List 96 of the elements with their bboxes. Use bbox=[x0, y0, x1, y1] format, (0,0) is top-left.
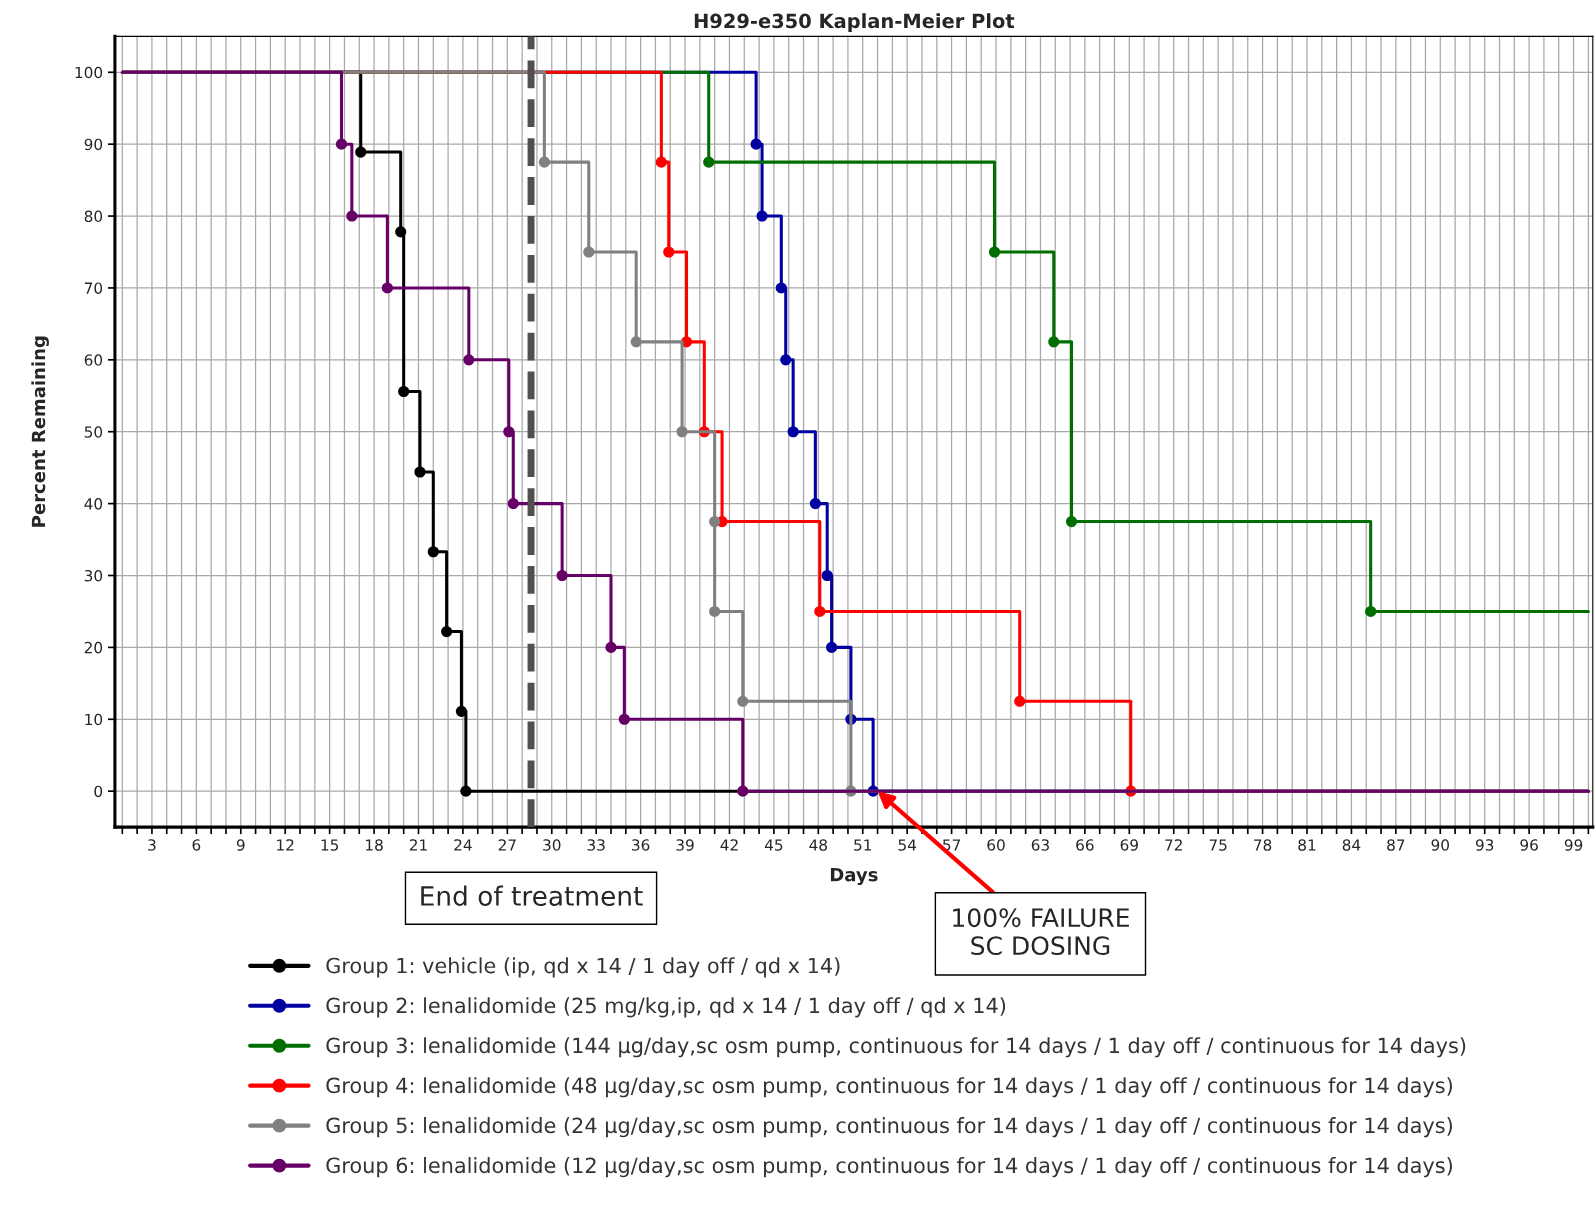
x-tick-label: 12 bbox=[277, 839, 294, 851]
point bbox=[463, 354, 475, 366]
x-tick-label: 60 bbox=[987, 839, 1005, 851]
point bbox=[346, 210, 358, 222]
x-tick-label: 42 bbox=[720, 839, 738, 851]
y-axis-title: Percent Remaining bbox=[31, 336, 49, 527]
point bbox=[556, 569, 568, 582]
chart-title: H929-e350 Kaplan-Meier Plot bbox=[694, 13, 1015, 33]
legend-label: Group 5: lenalidomide (24 µg/day,sc osm pump, continuous for 14 days / 1 day off / continuous for 14 days) bbox=[326, 1117, 1452, 1138]
x-tick-label: 69 bbox=[1120, 839, 1138, 851]
legend-label: Group 4: lenalidomide (48 µg/day,sc osm pump, continuous for 14 days / 1 day off / continuous for 14 days) bbox=[326, 1077, 1452, 1098]
x-tick-label: 63 bbox=[1031, 839, 1049, 851]
x-tick-label: 15 bbox=[321, 839, 339, 851]
point bbox=[709, 605, 721, 617]
x-tick-label: 54 bbox=[898, 839, 917, 851]
point bbox=[1365, 605, 1377, 617]
x-tick-label: 45 bbox=[764, 839, 783, 851]
point bbox=[775, 282, 787, 294]
point bbox=[507, 498, 519, 510]
point bbox=[414, 466, 426, 478]
y-tick-label: 90 bbox=[84, 138, 103, 151]
y-tick-label: 60 bbox=[84, 354, 103, 366]
x-tick-label: 9 bbox=[236, 839, 245, 851]
x-tick-label: 6 bbox=[192, 839, 201, 851]
legend-label: Group 2: lenalidomide (25 mg/kg,ip, qd x 14 / 1 day off / qd x 14) bbox=[326, 997, 1006, 1018]
x-tick-label: 33 bbox=[587, 839, 605, 851]
legend-label: Group 6: lenalidomide (12 µg/day,sc osm pump, continuous for 14 days / 1 day off / continuous for 14 days) bbox=[326, 1157, 1452, 1178]
ref-line-label: End of treatment bbox=[421, 885, 643, 906]
x-tick-label: 51 bbox=[854, 839, 872, 851]
legend-label: Group 1: vehicle (ip, qd x 14 / 1 day off / qd x 14) bbox=[326, 957, 840, 978]
y-tick-label: 20 bbox=[84, 641, 103, 654]
point bbox=[455, 705, 467, 717]
point bbox=[538, 156, 550, 168]
point bbox=[503, 426, 515, 438]
point bbox=[427, 546, 439, 558]
point bbox=[703, 156, 715, 168]
y-tick-label: 70 bbox=[84, 282, 103, 294]
point bbox=[605, 641, 617, 653]
point bbox=[630, 336, 642, 348]
y-tick-label: 80 bbox=[84, 210, 103, 223]
x-tick-label: 24 bbox=[454, 839, 472, 851]
point bbox=[709, 516, 721, 528]
y-tick-label: 30 bbox=[84, 569, 103, 582]
point bbox=[1048, 336, 1060, 348]
point bbox=[780, 354, 792, 366]
x-tick-label: 78 bbox=[1254, 839, 1272, 851]
y-tick-label: 100 bbox=[75, 66, 103, 79]
point bbox=[988, 246, 1001, 258]
x-tick-label: 87 bbox=[1387, 839, 1405, 851]
point bbox=[756, 210, 768, 222]
point bbox=[460, 785, 472, 797]
point bbox=[1014, 695, 1026, 707]
x-tick-label: 72 bbox=[1165, 839, 1182, 851]
point bbox=[676, 426, 688, 438]
point bbox=[618, 713, 630, 725]
point bbox=[655, 156, 667, 168]
x-axis-title: Days bbox=[830, 868, 878, 886]
x-tick-label: 75 bbox=[1209, 839, 1227, 851]
point bbox=[826, 641, 838, 653]
x-tick-label: 90 bbox=[1431, 839, 1449, 851]
x-tick-label: 39 bbox=[676, 839, 694, 851]
annotation: 100% FAILURE SC DOSING bbox=[953, 908, 1129, 956]
point bbox=[663, 246, 675, 258]
y-tick-label: 40 bbox=[84, 498, 103, 510]
point bbox=[398, 385, 410, 398]
x-tick-label: 66 bbox=[1076, 839, 1094, 851]
y-tick-label: 50 bbox=[84, 426, 103, 438]
point bbox=[821, 569, 833, 582]
x-tick-label: 30 bbox=[543, 839, 561, 851]
x-tick-label: 99 bbox=[1564, 839, 1583, 851]
x-tick-label: 48 bbox=[809, 839, 827, 851]
x-tick-label: 93 bbox=[1475, 839, 1494, 851]
x-tick-label: 18 bbox=[366, 839, 383, 851]
x-tick-label: 27 bbox=[498, 839, 516, 851]
point bbox=[750, 138, 762, 150]
x-tick-label: 36 bbox=[632, 839, 650, 851]
y-tick-label: 10 bbox=[85, 713, 103, 726]
x-tick-label: 96 bbox=[1520, 839, 1538, 851]
point bbox=[737, 695, 749, 707]
point bbox=[1065, 516, 1078, 528]
point bbox=[441, 626, 453, 638]
point bbox=[787, 426, 799, 438]
point bbox=[737, 785, 749, 797]
y-tick-label: 0 bbox=[94, 785, 103, 798]
point bbox=[814, 605, 826, 617]
x-tick-label: 3 bbox=[148, 839, 156, 851]
x-tick-label: 21 bbox=[409, 839, 427, 851]
x-tick-label: 84 bbox=[1342, 839, 1361, 851]
point bbox=[381, 282, 393, 294]
x-tick-label: 81 bbox=[1298, 839, 1316, 851]
point bbox=[583, 246, 595, 258]
point bbox=[809, 498, 821, 510]
point bbox=[335, 138, 348, 150]
legend-label: Group 3: lenalidomide (144 µg/day,sc osm pump, continuous for 14 days / 1 day off / continuous for 14 days) bbox=[326, 1037, 1466, 1058]
point bbox=[395, 226, 407, 238]
point bbox=[355, 146, 367, 158]
